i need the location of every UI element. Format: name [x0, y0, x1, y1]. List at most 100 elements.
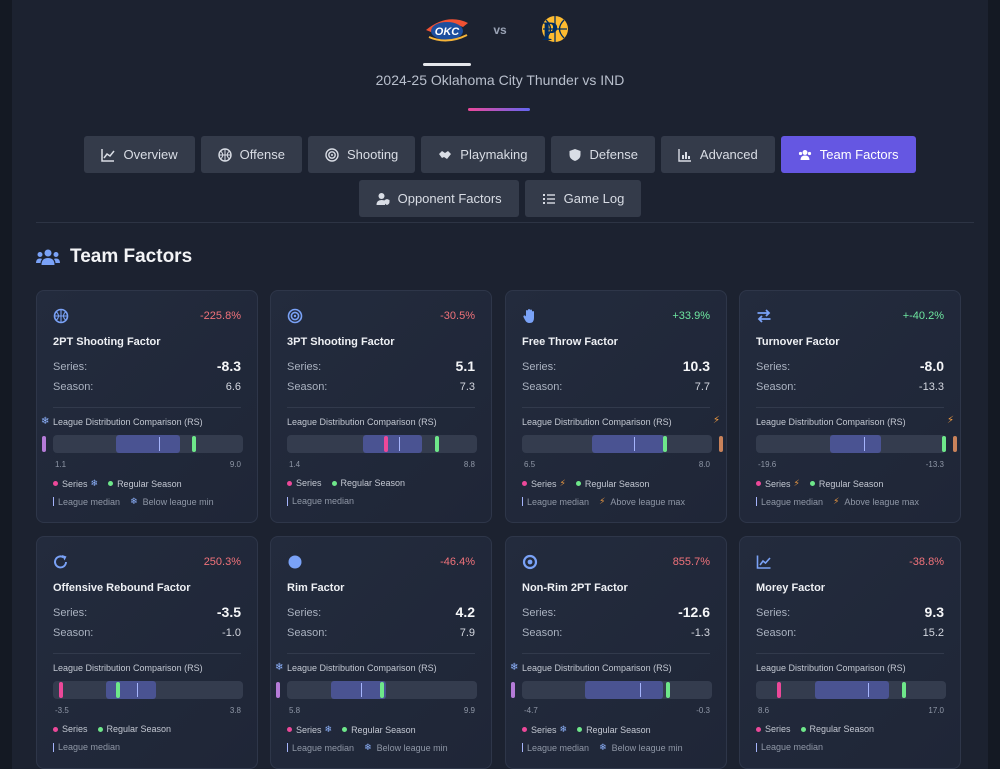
league-max-label: 9.0 [229, 460, 241, 469]
distribution-title: League Distribution Comparison (RS) [53, 663, 203, 673]
legend-reference: League median [287, 496, 354, 506]
tab-advanced[interactable]: Advanced [660, 136, 775, 173]
distribution-title: League Distribution Comparison (RS) [522, 417, 672, 427]
basketball-icon [217, 147, 232, 162]
legend-regular-season: Regular Season [809, 479, 883, 489]
lightning-icon: ⚡ [559, 478, 566, 488]
season-dot [97, 726, 103, 732]
legend-label: Below league min [611, 742, 683, 753]
rotate-icon [54, 555, 67, 569]
season-label: Season: [756, 627, 797, 639]
factor-card: 855.7% Non-Rim 2PT Factor Series: -12.6 Seas… [505, 536, 727, 769]
chart-line-icon [756, 555, 771, 569]
distribution-bar [756, 435, 957, 453]
distribution-title: League Distribution Comparison (RS) [756, 663, 906, 673]
factor-change-percent: 250.3% [203, 556, 241, 568]
factor-name: Rim Factor [287, 582, 345, 594]
matchup-logos: OKC vs P [12, 10, 988, 66]
legend-markers: Series ❄ Regular Season [522, 724, 651, 735]
season-value: -1.3 [691, 627, 710, 639]
season-label: Season: [756, 381, 797, 393]
league-max-label: 8.0 [698, 460, 710, 469]
legend-label: Below league min [376, 742, 448, 753]
tab-opponent-factors[interactable]: Opponent Factors [358, 180, 519, 217]
tab-label: Playmaking [460, 147, 528, 162]
tab-team-factors[interactable]: Team Factors [780, 136, 916, 173]
league-median-marker [634, 437, 636, 451]
user-shield-icon [376, 192, 390, 205]
series-value: -8.0 [919, 358, 944, 374]
series-value: -12.6 [678, 604, 710, 620]
distribution-title: League Distribution Comparison (RS) [53, 417, 203, 427]
league-min-label: -4.7 [524, 706, 538, 715]
legend-median: League median [287, 496, 354, 506]
legend-label: Series [296, 724, 322, 735]
distribution-bar [287, 435, 477, 453]
tab-game-log[interactable]: Game Log [524, 180, 642, 217]
users-icon [36, 249, 60, 265]
league-median-marker [868, 683, 870, 697]
tab-shooting[interactable]: Shooting [307, 136, 416, 173]
tab-offense[interactable]: Offense [200, 136, 302, 173]
series-label: Series: [522, 607, 557, 619]
tab-label: Game Log [563, 191, 625, 206]
tab-defense[interactable]: Defense [550, 136, 655, 173]
legend-label: Regular Season [117, 478, 182, 489]
factor-name: Non-Rim 2PT Factor [522, 582, 628, 594]
tab-playmaking[interactable]: Playmaking [421, 136, 545, 173]
legend-label: Regular Season [586, 724, 651, 735]
legend-label: Regular Season [106, 724, 172, 734]
season-dot [577, 727, 583, 732]
legend-series: Series ❄ [53, 478, 98, 489]
legend-markers: Series ⚡ Regular Season [756, 478, 883, 489]
card-divider [756, 653, 944, 654]
series-dot [522, 481, 527, 486]
series-dot [53, 726, 58, 732]
distribution-title: League Distribution Comparison (RS) [287, 417, 437, 427]
okc-thunder-logo[interactable]: OKC [423, 10, 472, 66]
season-label: Season: [287, 381, 328, 393]
pacers-logo[interactable]: P [529, 10, 577, 50]
series-outlier-marker [511, 682, 515, 698]
series-label: Series: [522, 361, 557, 373]
legend-label: Series [765, 724, 791, 734]
list-icon [542, 193, 555, 204]
season-marker [662, 436, 667, 452]
section-title: Team Factors [70, 246, 193, 267]
season-marker [435, 436, 440, 452]
season-dot [800, 726, 806, 732]
tab-overview[interactable]: Overview [84, 136, 195, 173]
legend-regular-season: Regular Season [577, 725, 651, 735]
lightning-icon: ⚡ [946, 415, 954, 426]
season-label: Season: [287, 627, 328, 639]
league-median-marker [639, 683, 641, 697]
tab-label: Team Factors [819, 147, 899, 162]
legend-series: Series ⚡ [522, 478, 566, 489]
distribution-title: League Distribution Comparison (RS) [287, 663, 437, 673]
factor-change-percent: +-40.2% [902, 310, 944, 322]
factor-name: Turnover Factor [756, 336, 840, 348]
league-iqr-range [592, 435, 665, 453]
legend-series: Series ❄ [287, 724, 332, 735]
series-dot [287, 480, 292, 486]
legend-series: Series ❄ [522, 724, 567, 735]
league-median-marker [399, 437, 401, 451]
series-outlier-marker [276, 682, 280, 698]
series-marker [776, 682, 781, 698]
card-divider [756, 407, 944, 408]
legend-median: League median [287, 743, 354, 753]
league-min-label: -19.6 [758, 460, 777, 469]
factor-card: +33.9% Free Throw Factor Series: 10.3 Season… [505, 290, 727, 523]
median-tick [522, 743, 523, 752]
league-max-label: 8.8 [463, 460, 475, 469]
lightning-icon: ⚡ [793, 478, 800, 488]
league-max-label: 9.9 [463, 706, 475, 715]
league-median-marker [159, 437, 161, 451]
factor-name: 3PT Shooting Factor [287, 336, 395, 348]
league-iqr-range [330, 681, 386, 699]
tab-label: Advanced [699, 147, 758, 162]
season-dot [108, 481, 114, 486]
card-divider [287, 653, 475, 654]
legend-markers: Series Regular Season [756, 724, 874, 734]
chart-bar-icon [678, 148, 691, 162]
